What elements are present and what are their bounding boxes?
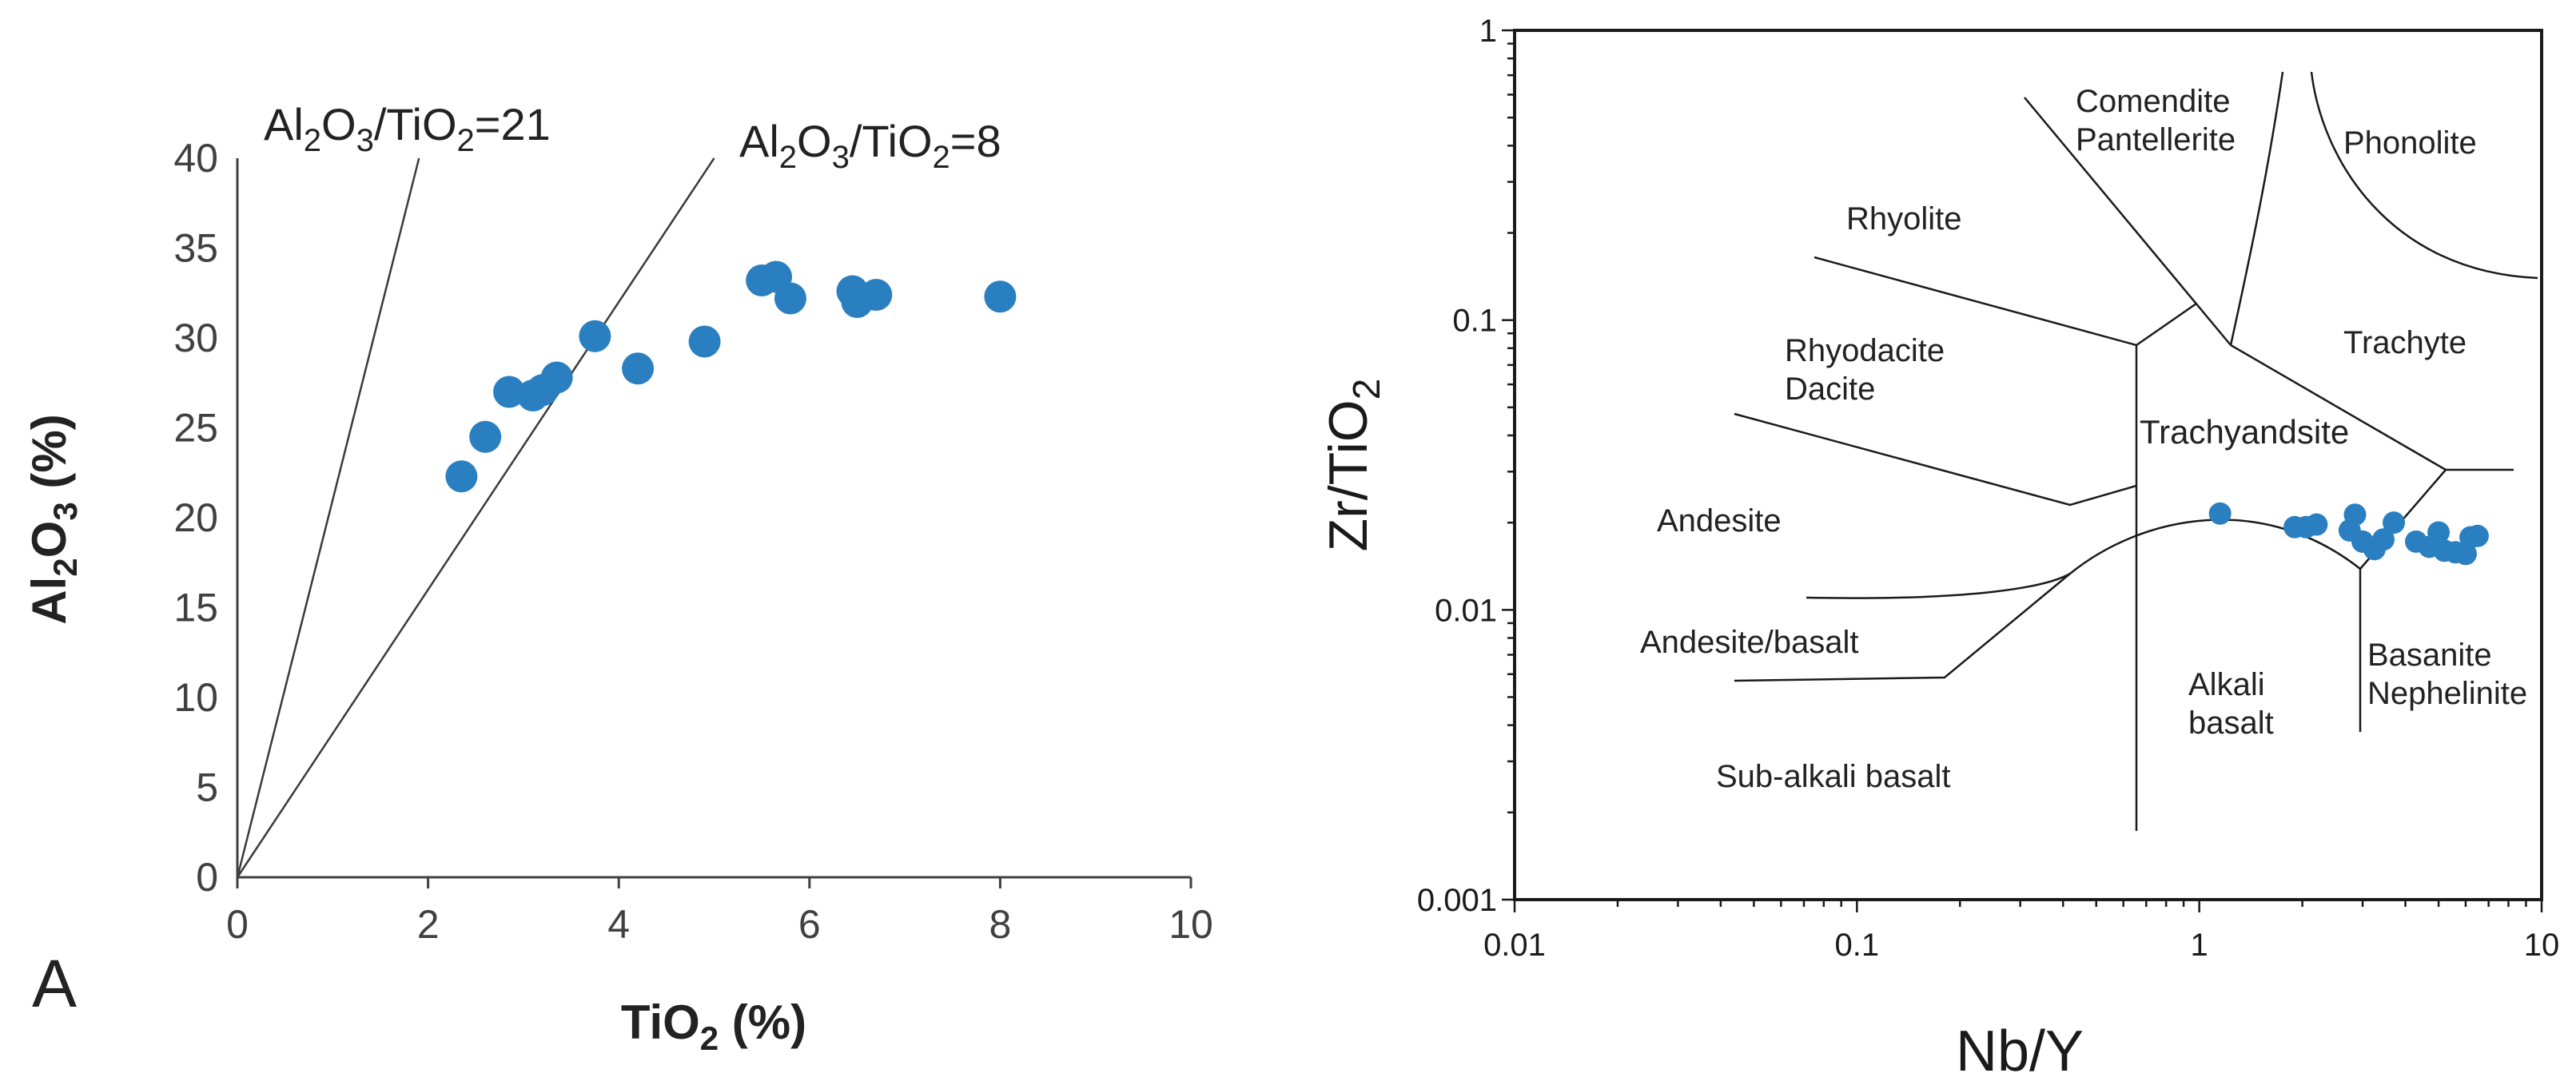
field-boundaries: [1734, 71, 2538, 831]
reference-line-8: [236, 157, 715, 878]
x-tick-label: 10: [2524, 928, 2560, 963]
y-tick-label: 0.1: [1452, 304, 1497, 339]
data-point: [540, 361, 573, 394]
y-tick-label: 15: [173, 586, 218, 630]
boundary-andesite-basalt-sub: [1734, 573, 2071, 682]
boundary-phonolite: [2310, 71, 2538, 280]
data-point: [2466, 524, 2489, 547]
boundary-trachyandsite-branch: [2136, 302, 2197, 347]
data-points: [445, 260, 1017, 493]
reference-lines: [236, 157, 715, 878]
field-label-trachyandsite: Trachyandsite: [2140, 413, 2349, 451]
x-axis-label: TiO2 (%): [621, 996, 806, 1057]
field-label-phonolite: Phonolite: [2343, 125, 2477, 161]
field-label-trachyte: Trachyte: [2343, 325, 2467, 360]
data-point: [493, 376, 526, 408]
y-tick-label: 20: [173, 495, 218, 540]
y-tick-label: 40: [173, 136, 218, 181]
field-label-basanite: Basanite Nephelinite: [2367, 638, 2527, 711]
y-tick-label: 30: [173, 316, 218, 360]
x-tick-label: 0: [226, 902, 249, 947]
x-ticks: 0 2 4 6 8 10: [226, 877, 1213, 947]
field-label-sub-alkali-basalt: Sub-alkali basalt: [1716, 759, 1951, 794]
x-tick-label: 8: [989, 902, 1011, 947]
data-point: [2372, 528, 2395, 551]
x-tick-label: 6: [798, 902, 821, 947]
field-label-rhyodacite: Rhyodacite Dacite: [1785, 333, 1945, 407]
y-tick-label: 0.01: [1435, 593, 1497, 628]
x-tick-label: 1: [2191, 928, 2208, 963]
reference-line-8-label: Al2O3/TiO2=8: [739, 116, 1001, 175]
data-point: [688, 325, 721, 358]
boundary-comendite-trachyte: [2229, 71, 2284, 346]
y-tick-label: 10: [173, 675, 218, 720]
data-point: [2305, 513, 2328, 536]
data-point: [622, 352, 655, 385]
field-label-andesite: Andesite: [1657, 503, 1782, 538]
field-label-comendite: Comendite Pantellerite: [2076, 84, 2236, 157]
field-label-alkali-basalt: Alkali basalt: [2188, 667, 2274, 741]
y-tick-label: 25: [173, 406, 218, 451]
panel-b: 0.01 0.1 1 10 0.001 0.01 0.1 1 Comendite Pantell…: [1318, 14, 2559, 1077]
y-axis-label: Zr/TiO2: [1318, 379, 1388, 552]
x-tick-label: 4: [607, 902, 630, 947]
plot-frame: [1513, 29, 2543, 901]
y-tick-label: 0.001: [1417, 883, 1497, 918]
data-point: [469, 420, 502, 453]
y-tick-label: 35: [173, 226, 218, 271]
boundary-andesite-basalt-curve: [1806, 519, 2361, 599]
data-points: [2208, 502, 2489, 566]
field-label-rhyolite: Rhyolite: [1846, 201, 1962, 236]
x-tick-label: 10: [1169, 902, 1213, 947]
data-point: [2208, 502, 2232, 525]
data-point: [860, 279, 893, 311]
x-axis-label: Nb/Y: [1956, 1019, 2084, 1077]
panel-label: A: [32, 946, 77, 1021]
data-point: [579, 320, 611, 352]
data-point: [2343, 503, 2367, 527]
y-tick-label: 1: [1479, 14, 1497, 49]
data-point: [445, 460, 478, 493]
data-point: [2427, 521, 2451, 544]
x-tick-label: 2: [417, 902, 440, 947]
y-tick-label: 5: [196, 765, 218, 810]
axis-ticks: 0.01 0.1 1 10 0.001 0.01 0.1 1: [1417, 14, 2559, 963]
boundary-dacite-andesite: [1734, 412, 2137, 507]
reference-line-21: [236, 157, 420, 878]
x-tick-label: 0.1: [1835, 928, 1880, 963]
data-point: [984, 280, 1017, 313]
boundary-rhyolite-trachyandsite: [1814, 256, 2137, 347]
y-ticks: 0 5 10 15 20 25 30 35 40: [173, 136, 218, 900]
field-label-andesite-basalt: Andesite/basalt: [1640, 625, 1859, 660]
data-point: [2383, 511, 2406, 535]
field-labels: Comendite Pantellerite Phonolite Rhyolite…: [1640, 84, 2527, 794]
x-tick-label: 0.01: [1483, 928, 1546, 963]
data-point: [774, 282, 806, 315]
y-tick-label: 0: [196, 855, 218, 900]
